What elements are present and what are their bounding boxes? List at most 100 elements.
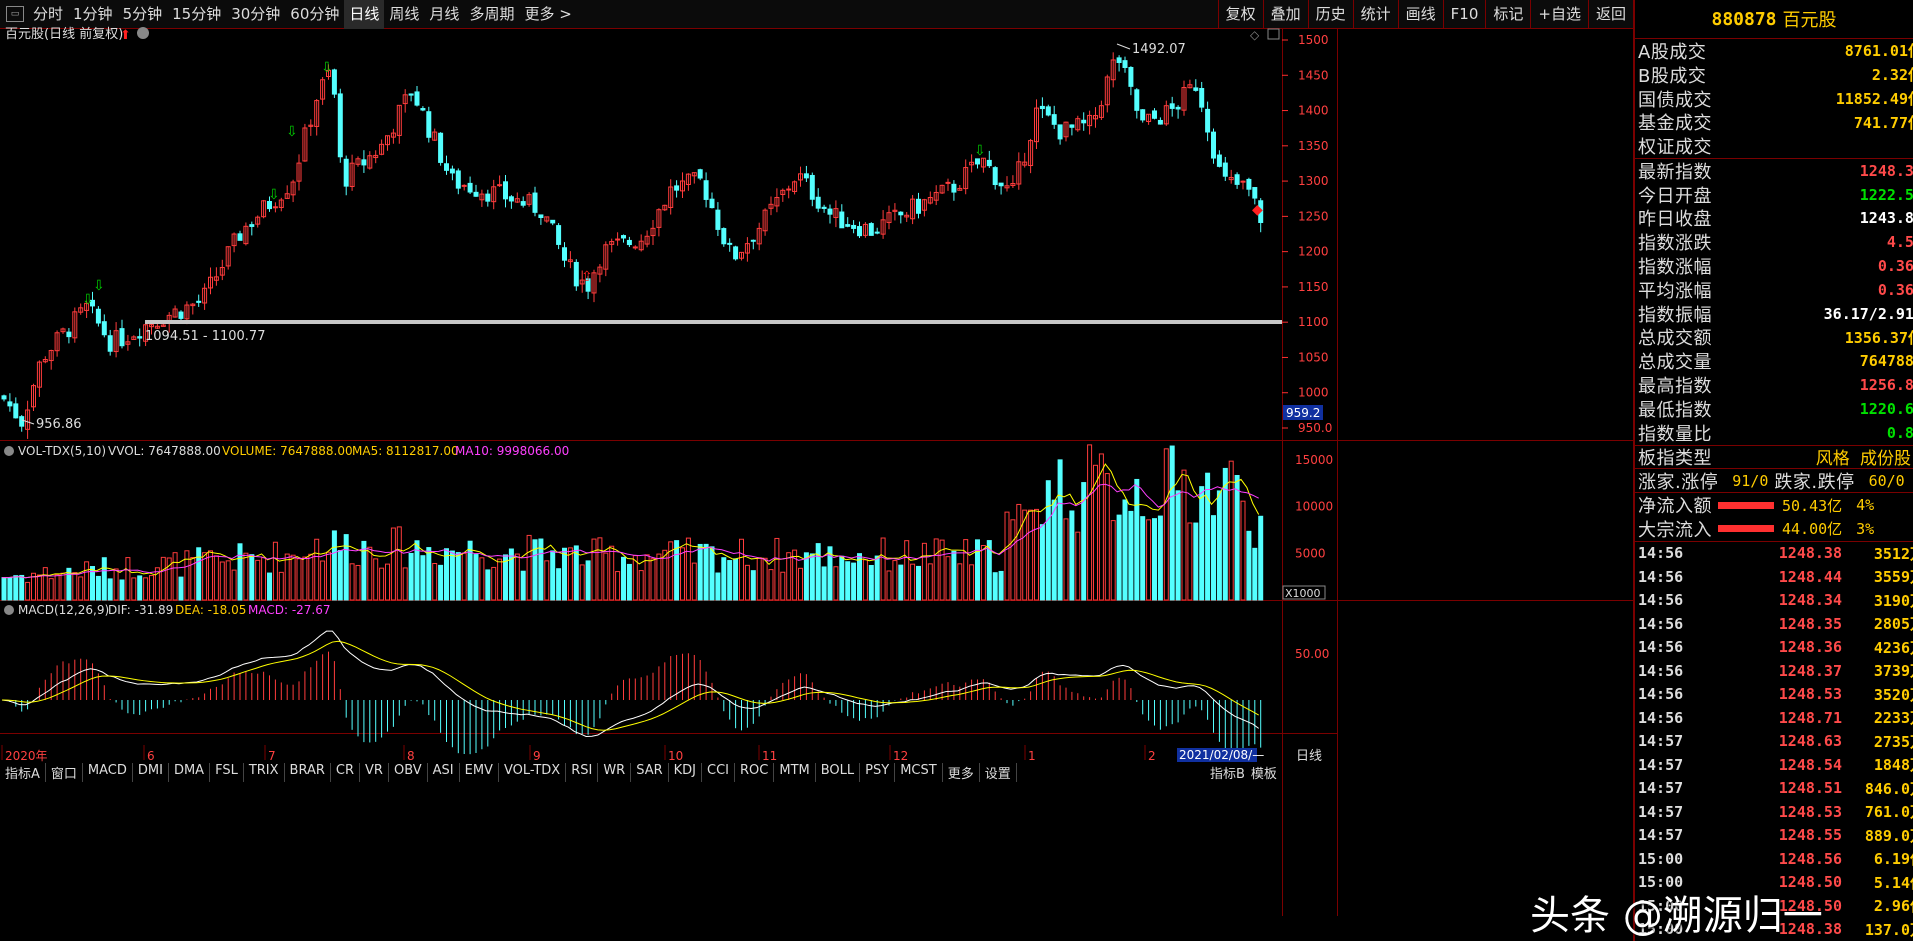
toolbar-button[interactable]: 历史 [1307,0,1353,29]
toolbar-button[interactable]: F10 [1442,0,1486,29]
indicator-tab[interactable]: VR [360,763,389,782]
volume-bar [367,546,373,601]
volume-bar [898,564,904,601]
flow-bar [1718,525,1774,533]
period-tab[interactable]: 15分钟 [172,4,222,23]
indicator-tab[interactable]: FSL [210,763,244,782]
candle [149,324,154,328]
vol-label: VOL-TDX(5,10) [18,444,106,458]
indicator-tab[interactable]: 更多 [943,763,980,782]
candle [845,224,851,227]
volume-bar [874,555,880,601]
tick-volume: 5.14亿 [1873,873,1913,892]
candle [160,324,166,327]
volume-bar [697,543,703,601]
toolbar-button[interactable]: 统计 [1352,0,1398,29]
indicator-tab[interactable]: VOL-TDX [499,763,567,782]
candle [550,219,556,224]
toolbar-button[interactable]: 叠加 [1262,0,1308,29]
volume-bar [349,563,355,601]
chevron-icon[interactable] [4,446,14,456]
period-tab[interactable]: 60分钟 [290,4,340,23]
indicator-b-tab[interactable]: 指标B [1210,767,1245,782]
candle [1075,118,1081,131]
window-toggle-icon[interactable] [1267,28,1280,40]
candle [874,231,880,234]
candle [438,132,444,163]
period-tab[interactable]: 周线 [389,4,420,23]
volume-bar [998,570,1004,601]
indicator-tab[interactable]: KDJ [669,763,703,782]
toolbar-button[interactable]: 画线 [1397,0,1443,29]
indicator-tab[interactable]: BOLL [816,763,861,782]
volume-bar [933,538,939,601]
toolbar-button[interactable]: 复权 [1217,0,1263,29]
period-tab[interactable]: 30分钟 [231,4,281,23]
toolbar-button[interactable]: 返回 [1587,0,1633,29]
toolbar-button[interactable]: +自选 [1530,0,1588,29]
indicator-tab[interactable]: EMV [460,763,499,782]
candle [615,238,621,241]
indicator-tab[interactable]: ROC [735,763,775,782]
volume-bar [668,541,674,601]
period-tab[interactable]: 多周期 [469,4,515,23]
volume-bar [650,558,656,601]
window-icon[interactable]: ▭ [6,6,24,22]
indicator-tab[interactable]: 设置 [980,763,1017,782]
period-tab[interactable]: 分时 [33,4,64,23]
indicator-tab[interactable]: ASI [428,763,460,782]
volume-bar [1051,499,1057,601]
candle [544,216,550,222]
period-tab[interactable]: 日线 [344,0,385,29]
bottom-right-tabs: 指标B 模板 [1210,763,1277,782]
chevron-icon[interactable] [4,605,14,615]
chevron-down-icon[interactable] [137,27,149,39]
period-tab[interactable]: 5分钟 [122,4,163,23]
candle [886,212,892,224]
candle [337,93,343,158]
candle [1211,131,1216,159]
candle [237,233,243,241]
candle [31,385,36,408]
indicator-tab[interactable]: OBV [389,763,428,782]
candle [1187,84,1193,89]
period-tab[interactable]: 月线 [429,4,460,23]
indicator-tab[interactable]: PSY [860,763,896,782]
toolbar-button[interactable]: 标记 [1485,0,1530,29]
dea-line [1,640,1259,731]
indicator-tab[interactable]: CCI [702,763,736,782]
indicator-tab[interactable]: BRAR [285,763,331,782]
diamond-outline-icon[interactable]: ◇ [1250,28,1260,42]
indicator-tab[interactable]: 指标A [0,763,46,782]
indicator-tab[interactable]: MACD [83,763,133,782]
tick-list[interactable]: 14:561248.383512万14:561248.443559万14:561… [1635,542,1913,941]
volume-bar [733,558,739,601]
indicator-tab[interactable]: CR [331,763,361,782]
candle [184,304,190,320]
indicator-tab[interactable]: TRIX [244,763,285,782]
indicator-tab[interactable]: MTM [774,763,816,782]
candle [957,187,963,191]
indicator-tab[interactable]: SAR [631,763,669,782]
tick-time: 15:00 [1638,873,1684,892]
volume-bar [1075,531,1081,601]
volume-bar [243,552,249,601]
indicator-tab[interactable]: 窗口 [46,763,83,782]
indicator-tab[interactable]: RSI [566,763,599,782]
template-tab[interactable]: 模板 [1250,767,1277,782]
indicator-tab[interactable]: DMI [133,763,169,782]
candle [131,336,137,340]
indicator-tab[interactable]: MCST [895,763,943,782]
volume-bar [662,549,668,601]
kline-chart[interactable]: 1500145014001350130012501200115011001050… [0,0,1633,916]
period-tab[interactable]: 1分钟 [73,4,113,23]
period-tab[interactable]: 更多 > [524,4,572,23]
dif-line [1,630,1259,737]
turnover-group: A股成交 8761.01亿 B股成交 2.32亿国债成交 11852.49亿基金成交 74… [1635,39,1913,159]
candle [809,174,815,200]
indicator-tab[interactable]: DMA [169,763,211,782]
indicator-tab[interactable]: WR [598,763,632,782]
price-axis-label: 1000 [1298,386,1329,400]
volume-bar [656,553,662,601]
row-label: 今日开盘 [1638,185,1712,207]
